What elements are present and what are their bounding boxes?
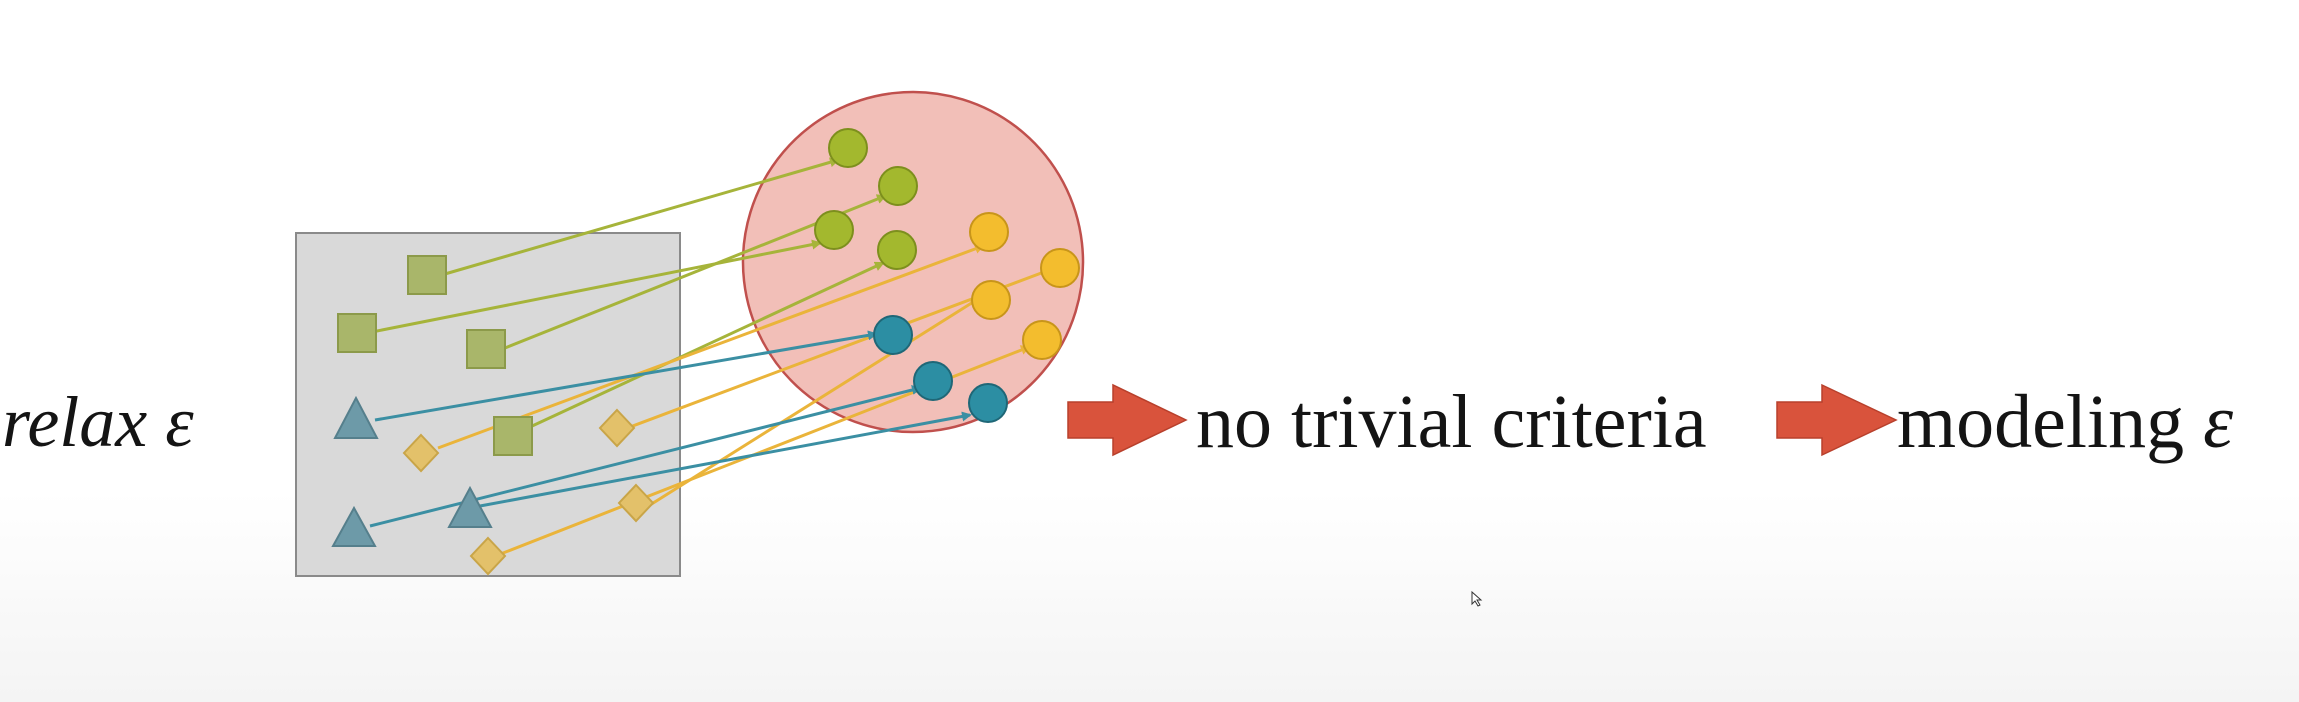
arrow-green [529,261,885,429]
square-element [337,313,377,353]
modeling-text: modeling [1897,380,2204,464]
relax-epsilon-label: relax ε [2,386,194,458]
yellow-dot [1022,320,1062,360]
mouse-cursor [1471,590,1483,607]
arrow-green [371,239,822,334]
square-element [407,255,447,295]
teal-dot [968,383,1008,423]
diamond-element [402,433,440,473]
block-arrow-1 [1067,383,1188,457]
triangle-element [331,505,377,547]
domain-diamonds [402,408,655,576]
codomain-teal-dots [873,315,1008,423]
yellow-dot [1040,248,1080,288]
teal-dot [913,361,953,401]
triangle-element [333,395,379,439]
arrow-green [437,157,840,278]
yellow-dot [971,280,1011,320]
triangle-element [447,485,493,528]
square-element [466,329,506,369]
codomain-yellow-dots [969,212,1080,360]
block-arrow-2 [1776,383,1898,457]
modeling-epsilon-label: modeling ε [1897,384,2233,460]
green-dot [877,230,917,270]
domain-triangles [331,395,493,547]
domain-squares [337,255,533,456]
arrow-teal [374,330,878,422]
teal-dot [873,315,913,355]
arrow-teal [479,411,972,508]
epsilon-symbol: ε [165,382,194,462]
green-dot [814,210,854,250]
arrow-yellow [437,244,985,450]
no-trivial-criteria-label: no trivial criteria [1196,380,1707,464]
yellow-dot [969,212,1009,252]
green-dot [878,166,918,206]
relax-text: relax [2,382,166,462]
arrow-yellow [649,297,980,507]
diamond-element [598,408,636,448]
diamond-element [617,483,655,523]
codomain-green-dots [814,128,918,270]
diamond-element [469,536,507,576]
square-element [493,416,533,456]
green-dot [828,128,868,168]
epsilon-symbol: ε [2203,380,2234,464]
